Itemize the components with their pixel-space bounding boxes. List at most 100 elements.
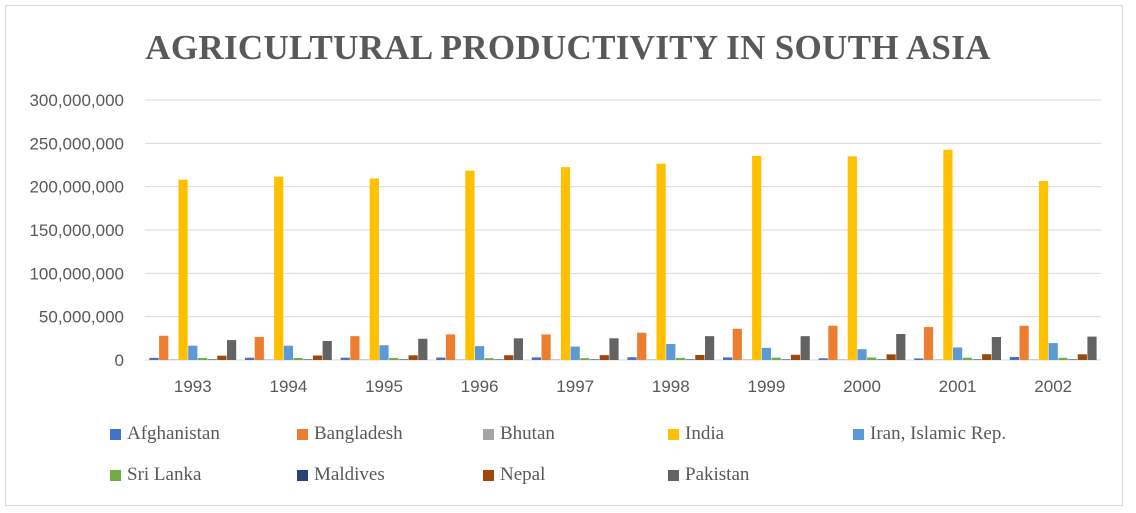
bar-pakistan-1998 [705,336,715,360]
bar-bangladesh-1999 [732,328,742,360]
legend-swatch [297,469,308,481]
bar-india-1999 [752,155,762,360]
bar-india-1997 [560,167,571,360]
bar-india-2000 [847,156,857,360]
bar-nepal-2002 [1077,354,1087,360]
bar-bhutan-1998 [646,359,656,360]
bar-bangladesh-1995 [350,336,360,360]
legend: Afghanistan Bangladesh Bhutan India Iran, Is… [0,418,1136,498]
bar-nepal-2001 [982,354,992,360]
x-tick-label: 2001 [939,377,977,396]
bar-bangladesh-1998 [637,332,647,360]
x-tick-label: 2002 [1034,377,1072,396]
legend-item: Sri Lanka [110,461,201,489]
bar-sri-lanka-1998 [675,357,686,360]
bar-maldives-2000 [876,359,886,360]
bar-maldives-1993 [207,359,217,360]
bar-nepal-2000 [886,354,896,360]
legend-label: Sri Lanka [127,464,202,485]
bar-bhutan-1993 [168,359,178,360]
legend-swatch [110,428,121,440]
y-tick-label: 300,000,000 [29,91,124,110]
bar-afghanistan-1995 [340,357,350,360]
bar-bhutan-1997 [551,359,561,360]
bar-sri-lanka-1993 [197,358,208,360]
bar-sri-lanka-1999 [771,357,781,360]
bar-afghanistan-2002 [1009,356,1019,360]
legend-swatch [297,428,308,440]
bar-bhutan-2002 [1029,359,1039,360]
bar-pakistan-1993 [227,340,237,360]
bar-india-1996 [465,170,475,360]
bar-sri-lanka-1997 [580,358,590,360]
x-tick-label: 1994 [269,377,307,396]
legend-swatch [110,469,121,481]
legend-item: Bhutan [483,420,555,448]
gridlines [145,99,1101,361]
bar-sri-lanka-2002 [1058,357,1068,360]
bar-india-2002 [1038,181,1049,360]
bar-iran-islamic-rep-2001 [953,347,963,360]
legend-label: Iran, Islamic Rep. [870,423,1007,444]
bar-pakistan-1996 [513,338,523,360]
legend-item: Maldives [297,461,385,489]
legend-label: Maldives [314,464,385,485]
bar-pakistan-2000 [896,334,906,360]
y-tick-label: 100,000,000 [29,264,124,283]
bar-iran-islamic-rep-1999 [761,347,771,360]
legend-swatch [483,469,494,481]
bar-india-1998 [656,163,666,360]
y-tick-label: 150,000,000 [29,221,124,240]
x-tick-label: 2000 [843,377,881,396]
y-axis-ticks: 0 50,000,000 100,000,000 150,000,000 200,000… [29,91,124,370]
bar-afghanistan-1993 [149,357,159,360]
bar-sri-lanka-2000 [867,357,877,360]
bar-afghanistan-1997 [531,357,541,360]
bar-iran-islamic-rep-2002 [1048,343,1058,360]
x-tick-label: 1999 [747,377,785,396]
bar-afghanistan-1996 [436,357,446,360]
bar-bangladesh-1997 [541,334,551,360]
legend-item: India [668,420,724,448]
bar-india-2001 [943,149,953,360]
legend-swatch [668,469,679,481]
bar-iran-islamic-rep-1998 [666,343,676,360]
x-tick-label: 1998 [652,377,690,396]
bar-sri-lanka-1995 [389,357,399,360]
bar-afghanistan-1998 [627,357,637,360]
bar-india-1994 [274,176,284,360]
y-tick-label: 0 [115,351,124,370]
legend-label: Pakistan [685,464,750,485]
x-axis-ticks: 1993 1994 1995 1996 1997 1998 1999 2000 2001 2002 [174,377,1072,396]
legend-swatch [668,428,679,440]
legend-item: Bangladesh [297,420,403,448]
bar-maldives-1999 [781,359,791,360]
bar-nepal-1994 [312,355,323,360]
bar-bhutan-1999 [742,359,752,360]
bar-sri-lanka-1996 [484,358,494,360]
bar-sri-lanka-1994 [293,358,303,360]
bar-nepal-1993 [217,355,227,360]
chart-title: AGRICULTURAL PRODUCTIVITY IN SOUTH ASIA [145,28,991,67]
y-tick-label: 250,000,000 [29,134,124,153]
bar-nepal-1999 [790,354,801,360]
bar-india-1993 [178,179,188,360]
y-tick-label: 50,000,000 [39,308,124,327]
bar-afghanistan-2000 [818,358,828,360]
bar-maldives-1995 [398,359,408,360]
bar-nepal-1997 [599,355,609,360]
legend-label: Bhutan [500,423,555,444]
x-tick-label: 1993 [174,377,212,396]
bar-pakistan-1995 [418,338,428,360]
bar-afghanistan-2001 [914,358,924,360]
legend-item: Afghanistan [110,420,220,448]
y-tick-label: 200,000,000 [29,178,124,197]
bar-bhutan-1994 [264,359,274,360]
bar-maldives-1996 [494,359,504,360]
legend-item: Nepal [483,461,545,489]
bar-pakistan-1997 [609,338,619,360]
bar-maldives-2001 [972,359,982,360]
bar-nepal-1998 [695,354,705,360]
bar-india-1995 [369,178,379,360]
